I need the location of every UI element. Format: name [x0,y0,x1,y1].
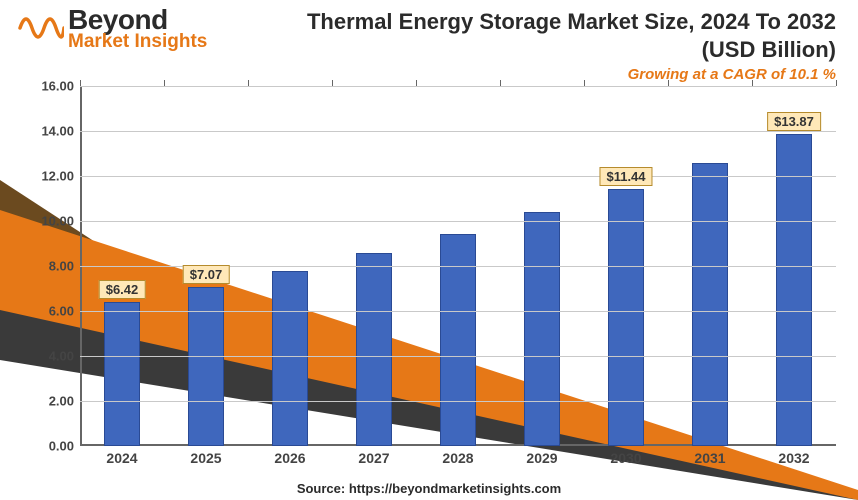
logo-wave-icon [18,6,64,44]
y-tick-label: 8.00 [24,259,74,274]
x-tick-sep [332,80,333,86]
bar [104,302,139,446]
x-axis-labels: 202420252026202720282029203020312032 [80,448,836,474]
plot-area: $6.42 $7.07 $11.44 $13.87 [80,86,836,446]
x-tick-label: 2029 [500,448,584,474]
chart-title: Thermal Energy Storage Market Size, 2024… [307,8,836,63]
x-tick-sep [416,80,417,86]
y-tick-label: 16.00 [24,79,74,94]
grid-line [80,356,836,357]
x-tick-label: 2031 [668,448,752,474]
x-tick-label: 2032 [752,448,836,474]
cagr-subtitle: Growing at a CAGR of 10.1 % [628,66,836,83]
x-tick-sep [500,80,501,86]
value-callout: $6.42 [99,280,146,299]
grid-line [80,311,836,312]
bar [524,212,559,446]
y-tick-label: 10.00 [24,214,74,229]
y-tick-label: 12.00 [24,169,74,184]
value-callout: $13.87 [767,112,821,131]
y-tick-label: 2.00 [24,394,74,409]
grid-line [80,86,836,87]
x-tick-label: 2024 [80,448,164,474]
value-callout: $11.44 [599,167,652,186]
chart-title-line2: (USD Billion) [307,36,836,64]
y-tick-label: 4.00 [24,349,74,364]
grid-line [80,131,836,132]
x-tick-sep [248,80,249,86]
x-tick-label: 2027 [332,448,416,474]
x-tick-sep [668,80,669,86]
grid-line [80,401,836,402]
x-tick-sep [164,80,165,86]
x-tick-sep [752,80,753,86]
x-tick-sep [836,80,837,86]
grid-line [80,176,836,177]
x-tick-label: 2030 [584,448,668,474]
x-tick-label: 2025 [164,448,248,474]
logo-text-line1: Beyond [68,6,207,34]
bar [692,163,727,447]
y-tick-label: 14.00 [24,124,74,139]
source-text: Source: https://beyondmarketinsights.com [0,481,858,496]
y-tick-label: 6.00 [24,304,74,319]
x-tick-sep [584,80,585,86]
bar [776,134,811,446]
bar [608,189,643,446]
value-callout: $7.07 [183,265,230,284]
y-tick-label: 0.00 [24,439,74,454]
x-tick-sep [80,80,81,86]
grid-line [80,221,836,222]
bar [272,271,307,446]
chart-area: $6.42$7.07$11.44$13.87 0.002.004.006.008… [24,86,836,446]
bar [356,253,391,446]
x-tick-label: 2028 [416,448,500,474]
brand-logo: Beyond Market Insights [18,6,207,51]
x-tick-label: 2026 [248,448,332,474]
chart-title-line1: Thermal Energy Storage Market Size, 2024… [307,8,836,36]
logo-text-line2: Market Insights [68,32,207,51]
